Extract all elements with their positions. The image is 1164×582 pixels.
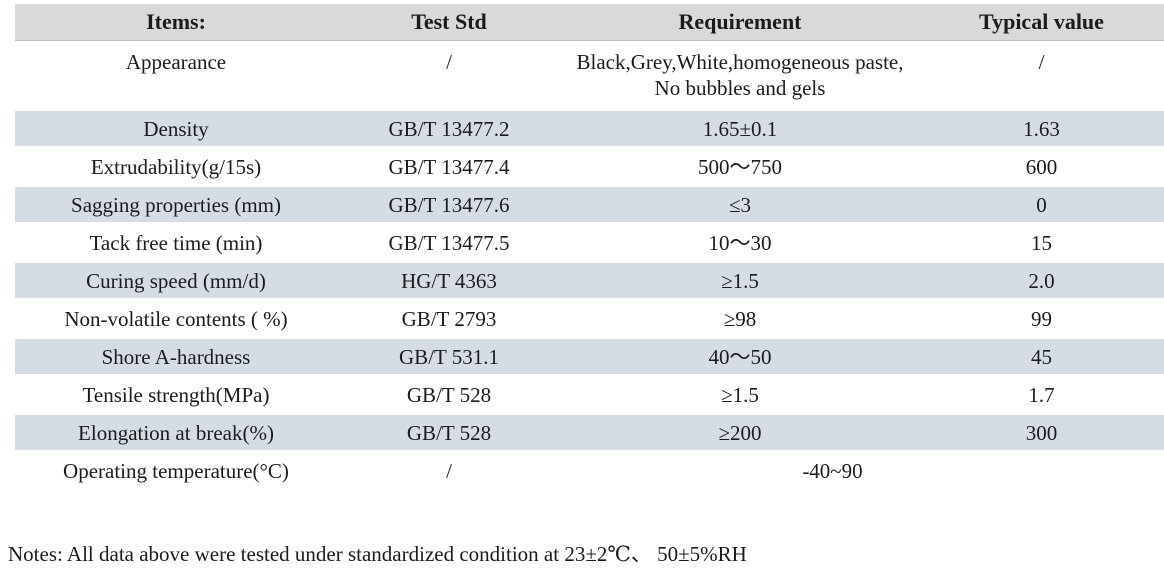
requirement-cell: Black,Grey,White,homogeneous paste, No b… bbox=[576, 50, 904, 100]
requirement-cell: 1.65±0.1 bbox=[561, 111, 919, 146]
test-std-cell: GB/T 13477.5 bbox=[388, 230, 510, 255]
requirement-cell: ≥200 bbox=[561, 415, 919, 450]
test-std-cell: / bbox=[446, 458, 452, 483]
requirement-cell: ≥1.5 bbox=[561, 263, 919, 298]
test-std-cell: GB/T 528 bbox=[406, 382, 492, 407]
item-cell: Density bbox=[15, 111, 337, 146]
header-requirement: Requirement bbox=[561, 4, 919, 41]
typical-value-cell: 0 bbox=[919, 187, 1164, 222]
typical-value-cell: 1.63 bbox=[919, 111, 1164, 146]
item-cell: Tack free time (min) bbox=[89, 230, 263, 255]
test-std-cell: GB/T 13477.2 bbox=[337, 111, 561, 146]
requirement-cell: 500～750 bbox=[698, 154, 782, 179]
requirement-cell: ≥1.5 bbox=[721, 382, 759, 407]
typical-value-cell: / bbox=[1038, 50, 1045, 74]
item-cell: Sagging properties (mm) bbox=[15, 187, 337, 222]
typical-value-cell: 45 bbox=[919, 339, 1164, 374]
typical-value-cell: 300 bbox=[919, 415, 1164, 450]
table-row: Tensile strength(MPa) GB/T 528 ≥1.5 1.7 bbox=[15, 377, 1164, 412]
table-row: Shore A-hardness GB/T 531.1 40～50 45 bbox=[15, 339, 1164, 374]
table-row: Operating temperature(°C) / -40~90 bbox=[15, 453, 1164, 488]
notes-text: Notes: All data above were tested under … bbox=[8, 542, 747, 566]
item-cell: Elongation at break(%) bbox=[15, 415, 337, 450]
table-row: Elongation at break(%) GB/T 528 ≥200 300 bbox=[15, 415, 1164, 450]
header-test-std: Test Std bbox=[337, 4, 561, 41]
table-row: Extrudability(g/15s) GB/T 13477.4 500～750 6… bbox=[15, 149, 1164, 184]
table-row: Tack free time (min) GB/T 13477.5 10～30 15 bbox=[15, 225, 1164, 260]
item-cell: Curing speed (mm/d) bbox=[15, 263, 337, 298]
item-cell: Extrudability(g/15s) bbox=[90, 154, 262, 179]
typical-value-cell: 600 bbox=[1025, 154, 1058, 179]
requirement-cell: 10～30 bbox=[708, 230, 772, 255]
header-typical-value: Typical value bbox=[919, 4, 1164, 41]
test-std-cell: / bbox=[446, 50, 452, 74]
requirement-cell: 40～50 bbox=[561, 339, 919, 374]
item-cell: Non-volatile contents ( %) bbox=[64, 306, 288, 331]
item-cell: Appearance bbox=[125, 50, 227, 74]
table-row: Density GB/T 13477.2 1.65±0.1 1.63 bbox=[15, 111, 1164, 146]
header-items: Items: bbox=[15, 4, 337, 41]
test-std-cell: GB/T 2793 bbox=[401, 306, 497, 331]
item-cell: Operating temperature(°C) bbox=[63, 458, 289, 483]
requirement-cell: ≤3 bbox=[561, 187, 919, 222]
test-std-cell: GB/T 528 bbox=[337, 415, 561, 450]
test-std-cell: GB/T 531.1 bbox=[337, 339, 561, 374]
table-row: Sagging properties (mm) GB/T 13477.6 ≤3 0 bbox=[15, 187, 1164, 222]
test-std-cell: GB/T 13477.6 bbox=[337, 187, 561, 222]
table-row: Appearance / Black,Grey,White,homogeneous … bbox=[15, 44, 1164, 108]
table-row: Curing speed (mm/d) HG/T 4363 ≥1.5 2.0 bbox=[15, 263, 1164, 298]
typical-value-cell: 1.7 bbox=[1028, 382, 1055, 407]
requirement-cell: -40~90 bbox=[802, 458, 863, 483]
item-cell: Tensile strength(MPa) bbox=[82, 382, 270, 407]
requirement-cell: ≥98 bbox=[723, 306, 757, 331]
spec-table-body: Appearance / Black,Grey,White,homogeneous … bbox=[15, 44, 1164, 488]
table-row: Non-volatile contents ( %) GB/T 2793 ≥98 99 bbox=[15, 301, 1164, 336]
typical-value-cell: 15 bbox=[1031, 230, 1052, 255]
spec-table: Items: Test Std Requirement Typical valu… bbox=[15, 1, 1164, 491]
typical-value-cell: 99 bbox=[1031, 306, 1052, 331]
test-std-cell: GB/T 13477.4 bbox=[388, 154, 510, 179]
item-cell: Shore A-hardness bbox=[15, 339, 337, 374]
typical-value-cell: 2.0 bbox=[919, 263, 1164, 298]
test-std-cell: HG/T 4363 bbox=[337, 263, 561, 298]
header-row: Items: Test Std Requirement Typical valu… bbox=[15, 4, 1164, 41]
